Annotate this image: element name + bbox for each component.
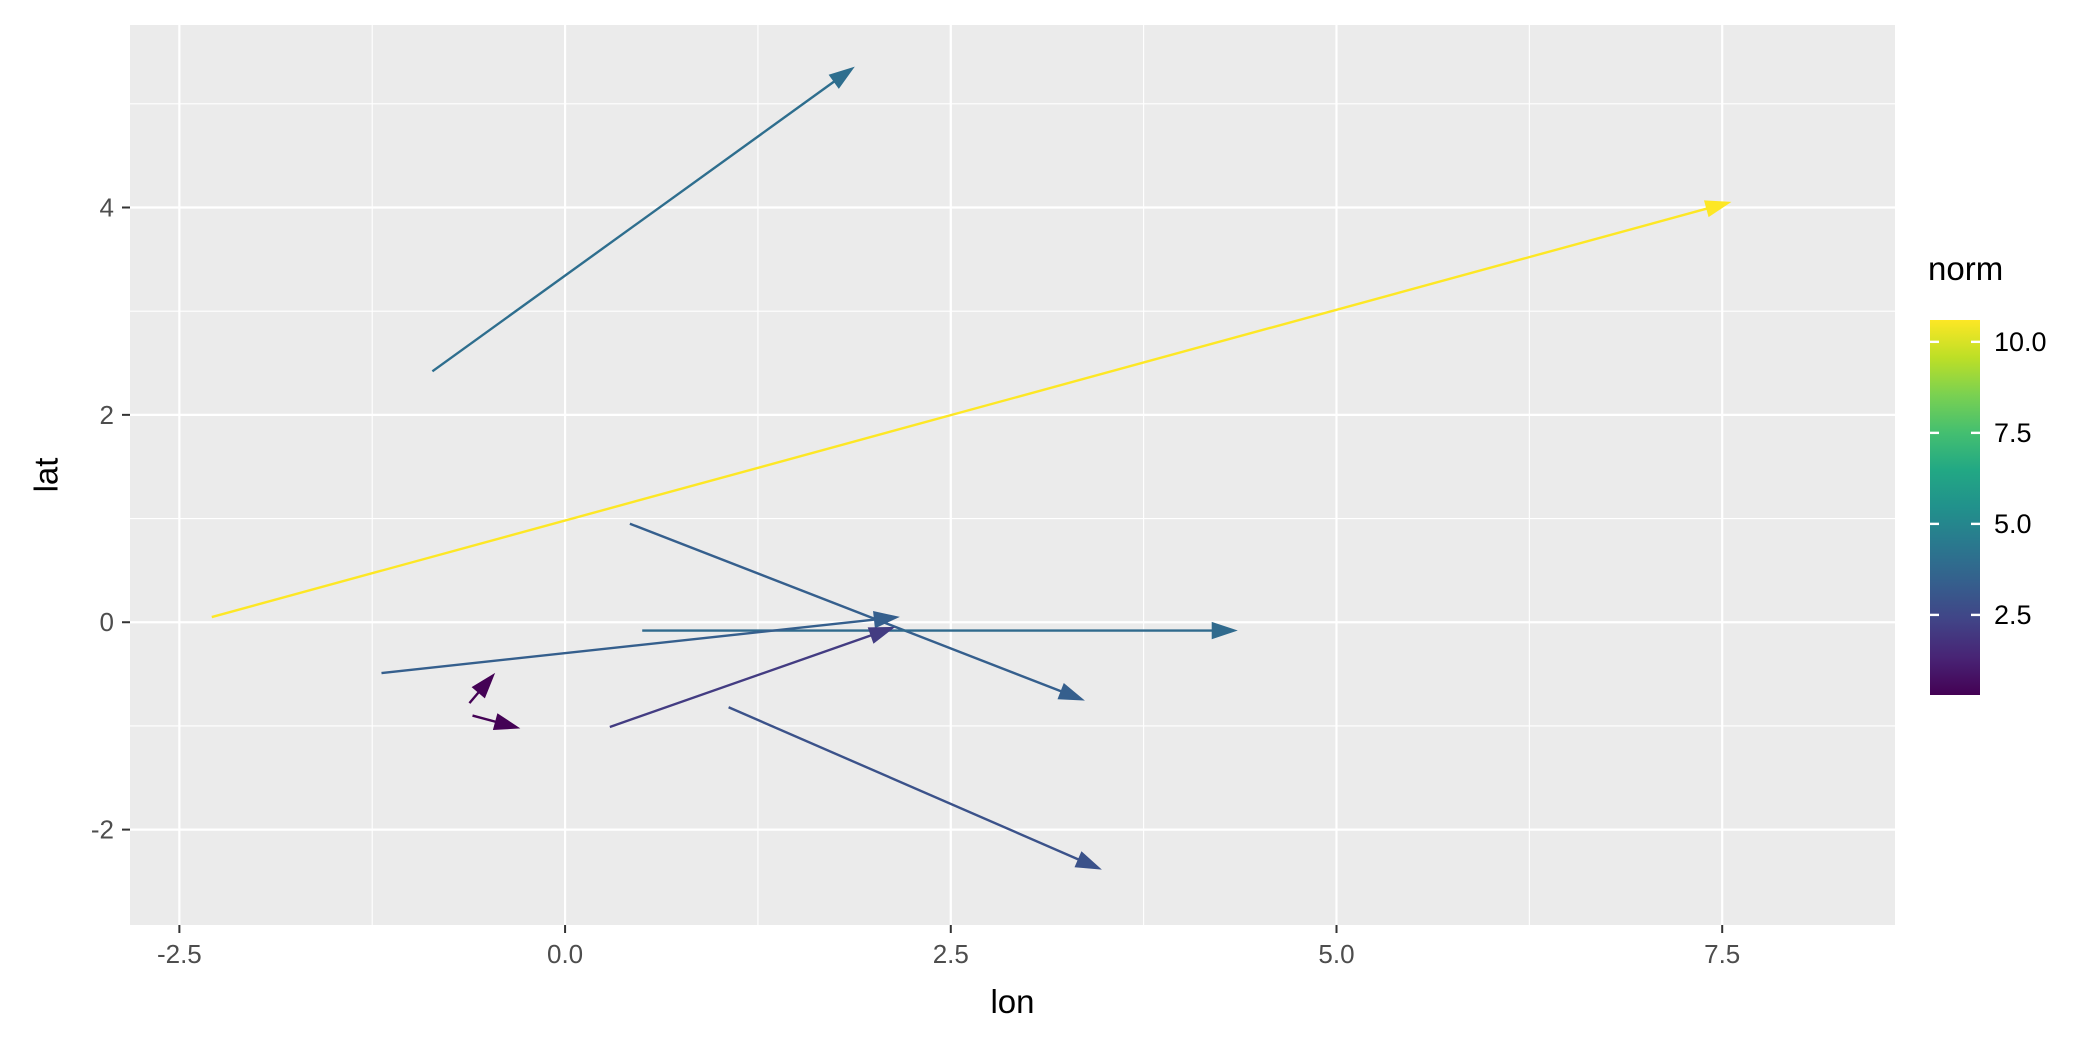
y-tick-label: 0 [100, 607, 114, 637]
legend-tick-label: 10.0 [1994, 327, 2047, 357]
legend-colorbar: 2.5 5.0 7.5 10.0 [1930, 320, 2047, 695]
arrow-shaft [629, 522, 1073, 697]
arrow-shaft [431, 73, 845, 373]
arrow-head [1211, 621, 1238, 640]
x-axis-title: lon [990, 983, 1035, 1020]
legend-gradient-bar [1930, 320, 1980, 695]
plot-panel [130, 25, 1895, 925]
y-tick-label: -2 [91, 815, 114, 845]
x-tick-label: -2.5 [157, 939, 202, 969]
arrow-shaft [728, 706, 1090, 866]
axes: -2.5 0.0 2.5 5.0 7.5 -2 0 2 4 [91, 192, 1740, 969]
legend-title: norm [1928, 250, 2004, 287]
arrow-shaft [211, 204, 1719, 619]
arrow-head [1703, 200, 1732, 218]
x-tick-label: 7.5 [1704, 939, 1740, 969]
y-tick-label: 4 [100, 192, 114, 222]
arrow-head [471, 672, 496, 699]
legend-tick-label: 7.5 [1994, 418, 2032, 448]
arrow-head [1057, 683, 1085, 701]
arrow-head [867, 626, 896, 644]
arrow-shaft [609, 630, 883, 729]
arrow-head [828, 66, 855, 89]
x-tick-label: 2.5 [933, 939, 969, 969]
x-tick-label: 0.0 [547, 939, 583, 969]
arrow-head [873, 611, 900, 629]
legend-tick-label: 5.0 [1994, 509, 2032, 539]
arrow-head [492, 713, 521, 731]
arrow-shaft [381, 617, 887, 675]
y-tick-label: 2 [100, 400, 114, 430]
arrow-segments [211, 66, 1732, 870]
arrow-head [1074, 851, 1102, 870]
y-axis-title: lat [27, 457, 65, 493]
x-tick-label: 5.0 [1318, 939, 1354, 969]
legend-tick-label: 2.5 [1994, 600, 2032, 630]
